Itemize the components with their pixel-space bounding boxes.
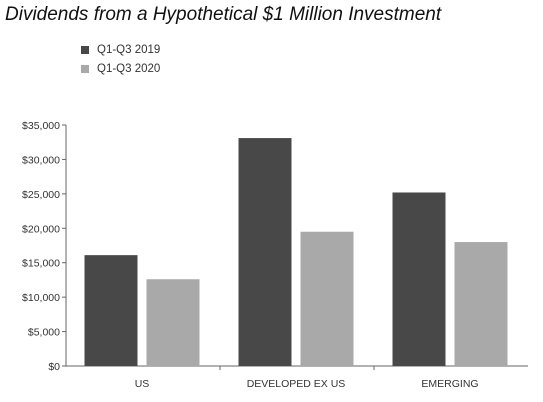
y-tick-label: $20,000: [22, 223, 60, 235]
legend: Q1-Q3 2019 Q1-Q3 2020: [81, 40, 160, 78]
y-tick-label: $25,000: [22, 189, 60, 201]
y-tick-label: $10,000: [22, 292, 60, 304]
legend-item-2020: Q1-Q3 2020: [81, 59, 160, 78]
chart-title: Dividends from a Hypothetical $1 Million…: [5, 4, 442, 25]
y-tick-label: $15,000: [22, 258, 60, 270]
legend-item-2019: Q1-Q3 2019: [81, 40, 160, 59]
legend-swatch-2019: [81, 45, 89, 54]
legend-swatch-2020: [81, 64, 89, 73]
y-tick-label: $0: [48, 361, 60, 373]
legend-label-2020: Q1-Q3 2020: [97, 62, 161, 75]
bar-emerging-2020: [454, 242, 508, 366]
y-tick-label: $35,000: [22, 120, 60, 132]
x-tick-label: EMERGING: [421, 378, 478, 390]
y-tick-label: $5,000: [28, 327, 60, 339]
bar-us-2020: [146, 279, 200, 366]
bar-developed-ex-us-2020: [300, 231, 354, 366]
x-tick-label: US: [135, 378, 150, 390]
bar-emerging-2019: [392, 192, 446, 366]
bar-us-2019: [84, 255, 138, 366]
y-tick-label: $30,000: [22, 154, 60, 166]
legend-label-2019: Q1-Q3 2019: [97, 43, 161, 56]
x-tick-label: DEVELOPED EX US: [247, 378, 346, 390]
bar-developed-ex-us-2019: [238, 138, 292, 366]
